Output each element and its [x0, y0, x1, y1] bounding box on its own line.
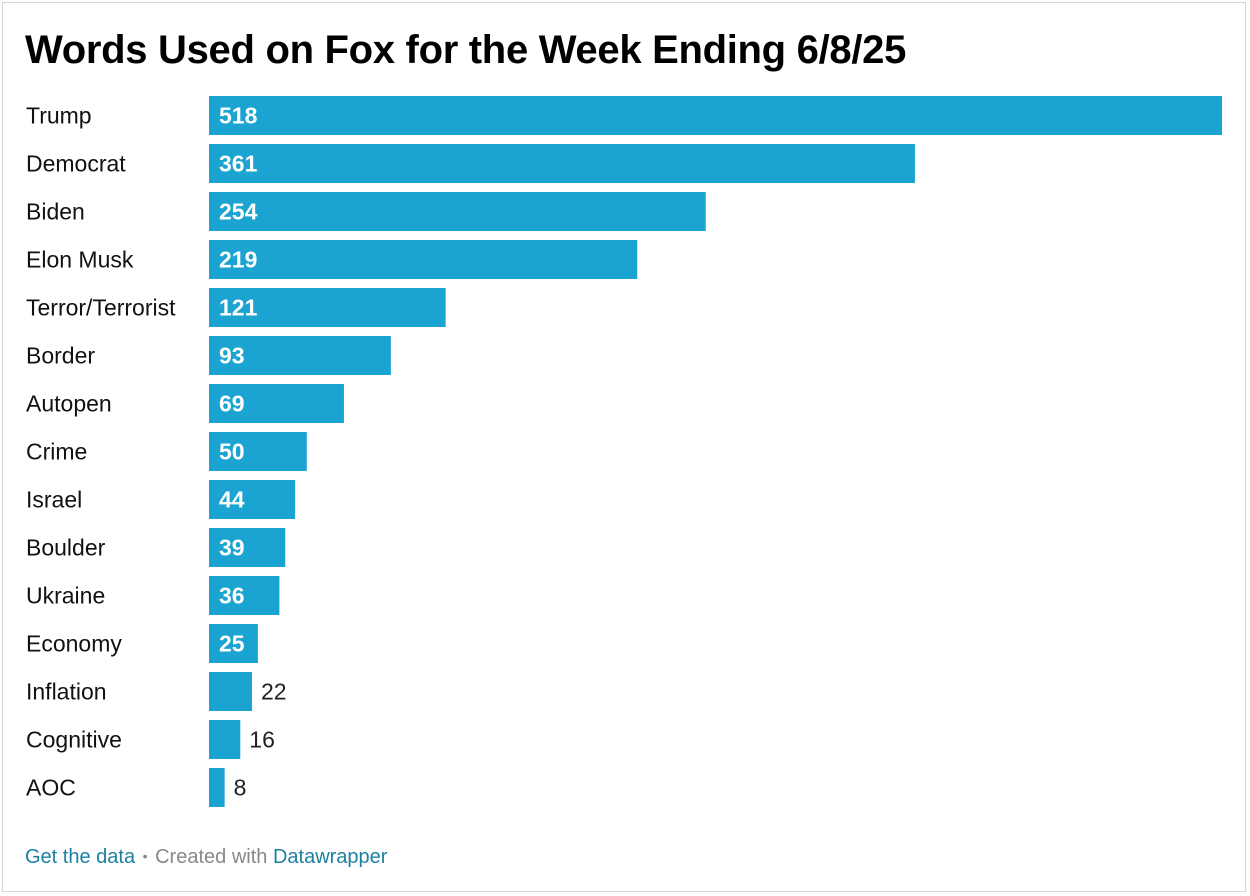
value-label-economy: 25	[219, 631, 245, 657]
datawrapper-link[interactable]: Datawrapper	[272, 846, 388, 868]
value-label-crime: 50	[219, 439, 245, 465]
chart-title: Words Used on Fox for the Week Ending 6/…	[25, 28, 907, 72]
bar-border	[209, 336, 391, 375]
value-label-cognitive: 16	[249, 727, 275, 753]
category-label-elon-musk: Elon Musk	[26, 247, 134, 273]
value-label-inflation: 22	[261, 679, 287, 705]
bar-boulder	[209, 528, 286, 567]
category-label-israel: Israel	[26, 487, 82, 513]
bar-economy	[209, 624, 258, 663]
category-label-cognitive: Cognitive	[26, 727, 122, 753]
bar-terror-terrorist	[209, 288, 446, 327]
bar-crime	[209, 432, 307, 471]
bar-cognitive	[209, 720, 241, 759]
category-label-ukraine: Ukraine	[26, 583, 105, 609]
category-label-terror-terrorist: Terror/Terrorist	[26, 295, 176, 321]
bar-ukraine	[209, 576, 280, 615]
value-label-trump: 518	[219, 103, 258, 129]
value-label-autopen: 69	[219, 391, 245, 417]
value-label-israel: 44	[219, 487, 245, 513]
bar-israel	[209, 480, 296, 519]
bar-inflation	[209, 672, 253, 711]
footer-separator: •	[142, 848, 148, 864]
chart-footer: Get the data • Created with Datawrapper	[25, 846, 387, 869]
category-label-democrat: Democrat	[26, 151, 126, 177]
category-label-autopen: Autopen	[26, 391, 112, 417]
category-label-inflation: Inflation	[26, 679, 107, 705]
value-label-border: 93	[219, 343, 245, 369]
value-label-boulder: 39	[219, 535, 245, 561]
get-the-data-link[interactable]: Get the data	[25, 846, 136, 868]
value-label-ukraine: 36	[219, 583, 245, 609]
bar-democrat	[209, 144, 915, 183]
category-label-border: Border	[26, 343, 95, 369]
value-label-elon-musk: 219	[219, 247, 257, 273]
bar-autopen	[209, 384, 344, 423]
value-label-biden: 254	[219, 199, 258, 225]
bar-biden	[209, 192, 706, 231]
value-label-terror-terrorist: 121	[219, 295, 258, 321]
value-label-democrat: 361	[219, 151, 258, 177]
category-label-aoc: AOC	[26, 775, 76, 801]
created-with-text: Created with	[155, 846, 268, 868]
value-label-aoc: 8	[234, 775, 247, 801]
category-label-boulder: Boulder	[26, 535, 106, 561]
bar-trump	[209, 96, 1222, 135]
category-label-economy: Economy	[26, 631, 122, 657]
bar-elon-musk	[209, 240, 638, 279]
bar-aoc	[209, 768, 225, 807]
category-label-biden: Biden	[26, 199, 85, 225]
category-label-trump: Trump	[26, 103, 92, 129]
category-label-crime: Crime	[26, 439, 87, 465]
